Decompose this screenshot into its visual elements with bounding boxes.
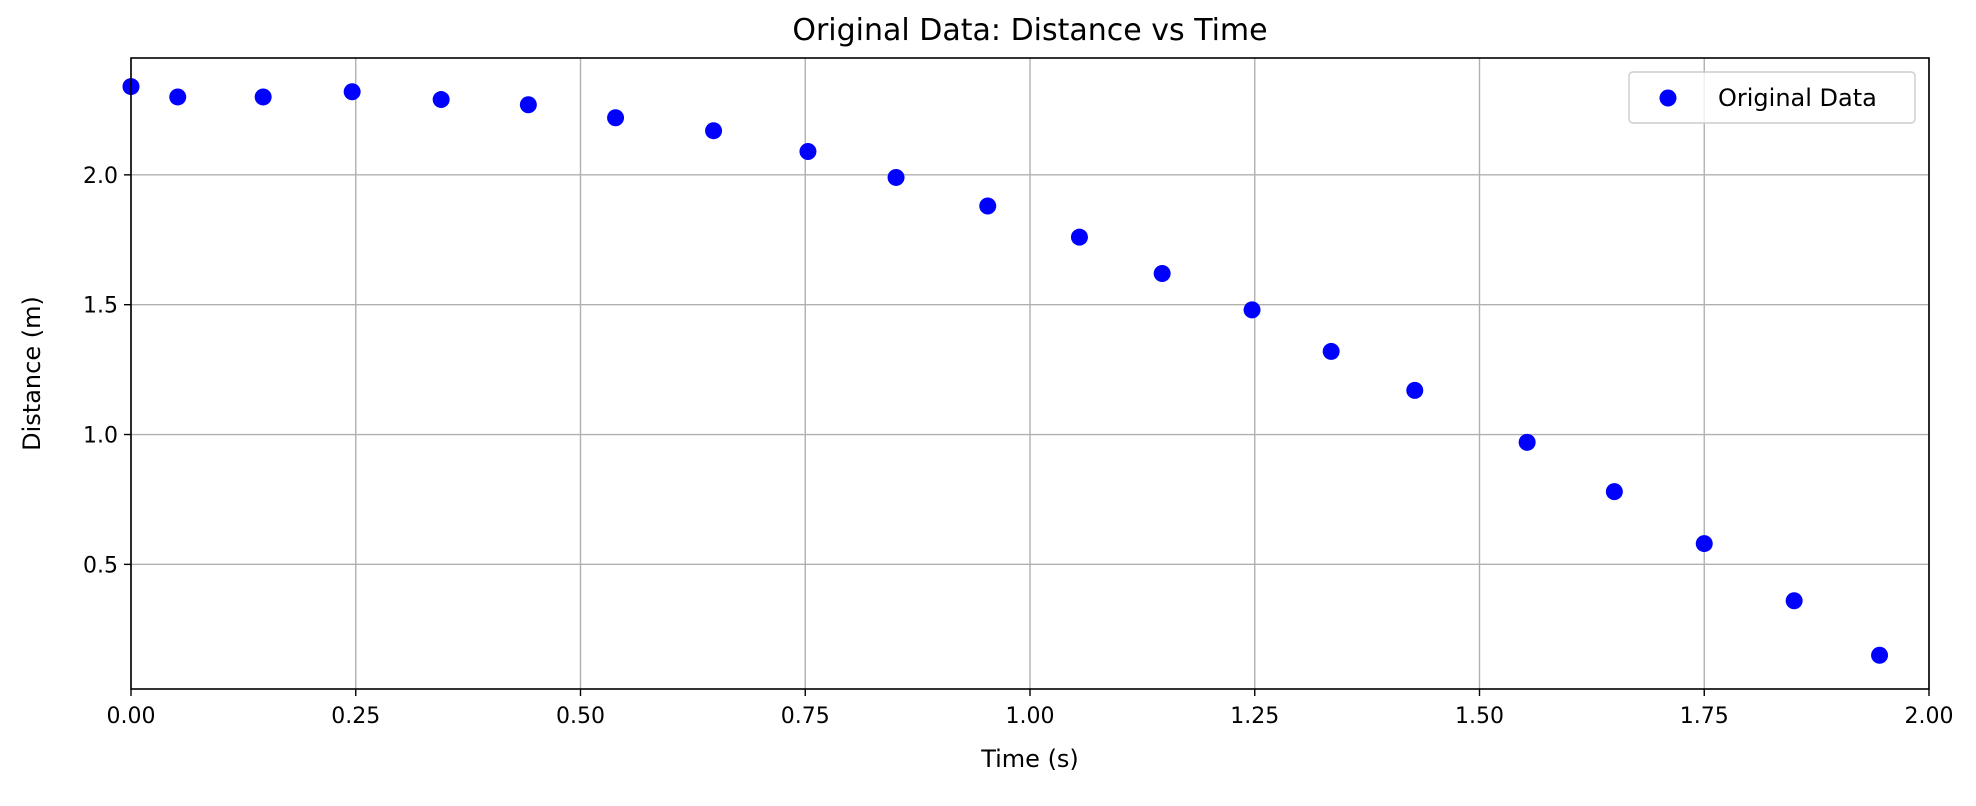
data-point xyxy=(1243,301,1261,319)
data-point xyxy=(799,142,817,160)
data-point xyxy=(1695,535,1713,553)
y-axis-label: Distance (m) xyxy=(18,296,46,451)
axis-tick-labels: 0.00 0.25 0.50 0.75 1.00 1.25 1.50 1.75 2.00 0.5 1… xyxy=(83,164,1953,729)
chart-title: Original Data: Distance vs Time xyxy=(792,13,1267,48)
data-point xyxy=(1406,381,1424,399)
legend-marker xyxy=(1659,89,1677,107)
y-tick-label: 0.5 xyxy=(83,553,118,578)
data-point xyxy=(343,83,361,101)
data-point xyxy=(1518,433,1536,451)
legend-box xyxy=(1628,71,1916,124)
axis-ticks xyxy=(124,174,1930,696)
data-point xyxy=(519,96,537,114)
data-point xyxy=(1322,342,1340,360)
data-points xyxy=(122,78,1889,664)
x-tick-label: 2.00 xyxy=(1905,704,1954,729)
data-point xyxy=(169,88,187,106)
data-point xyxy=(979,197,997,215)
x-tick-label: 1.00 xyxy=(1006,704,1055,729)
legend: Original Data xyxy=(1628,71,1916,124)
x-axis-label: Time (s) xyxy=(980,745,1079,773)
legend-label: Original Data xyxy=(1718,84,1877,112)
x-tick-label: 0.25 xyxy=(331,704,380,729)
x-tick-label: 1.25 xyxy=(1230,704,1279,729)
y-tick-label: 1.0 xyxy=(83,424,118,449)
data-point xyxy=(1153,265,1171,283)
data-point xyxy=(607,109,625,127)
data-point xyxy=(1605,483,1623,501)
data-point xyxy=(432,91,450,109)
data-point xyxy=(887,168,905,186)
data-point xyxy=(254,88,272,106)
data-point xyxy=(1871,646,1889,664)
x-tick-label: 0.50 xyxy=(556,704,605,729)
data-point xyxy=(1070,228,1088,246)
x-tick-label: 0.75 xyxy=(781,704,830,729)
data-point xyxy=(1785,592,1803,610)
x-tick-label: 0.00 xyxy=(107,704,156,729)
y-tick-label: 1.5 xyxy=(83,294,118,319)
data-point xyxy=(705,122,723,140)
y-tick-label: 2.0 xyxy=(83,164,118,189)
x-tick-label: 1.75 xyxy=(1680,704,1729,729)
x-tick-label: 1.50 xyxy=(1455,704,1504,729)
